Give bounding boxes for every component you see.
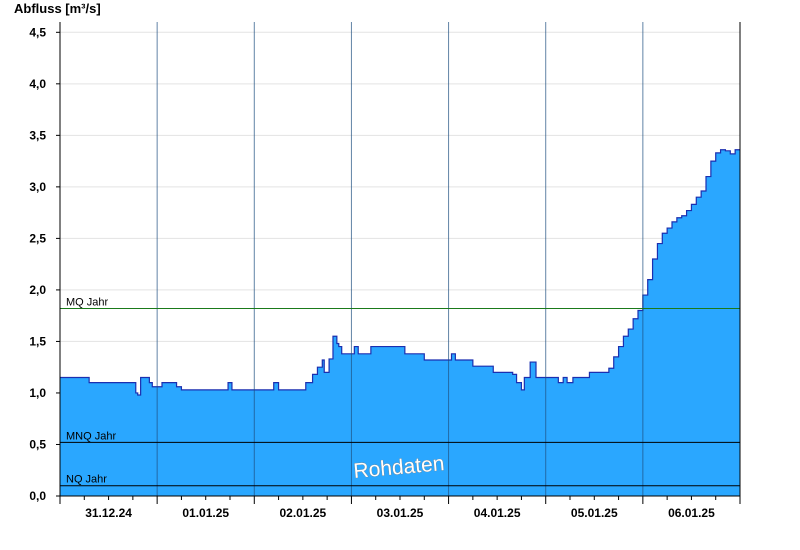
- y-tick-label: 0,0: [29, 489, 46, 503]
- y-tick-label: 4,0: [29, 77, 46, 91]
- y-tick-label: 2,0: [29, 283, 46, 297]
- reference-line-label: NQ Jahr: [66, 474, 107, 486]
- y-axis-title: Abfluss [m³/s]: [14, 1, 101, 16]
- x-tick-label: 06.01.25: [668, 506, 715, 520]
- axes: [56, 22, 741, 504]
- y-tick-label: 3,5: [29, 128, 46, 142]
- x-tick-label: 05.01.25: [571, 506, 618, 520]
- reference-line-label: MQ Jahr: [66, 296, 109, 308]
- series-line: [60, 149, 740, 396]
- series-area: [60, 149, 740, 496]
- x-tick-label: 31.12.24: [85, 506, 132, 520]
- x-tick-label: 04.01.25: [474, 506, 521, 520]
- x-tick-label: 03.01.25: [377, 506, 424, 520]
- x-tick-label: 01.01.25: [182, 506, 229, 520]
- y-tick-label: 0,5: [29, 437, 46, 451]
- y-tick-label: 1,5: [29, 334, 46, 348]
- y-tick-labels: 0,0 0,5 1,0 1,5 2,0 2,5 3,0 3,5 4,0 4,5: [29, 25, 46, 503]
- series-fill: [60, 149, 740, 496]
- reference-lines: MQ Jahr MNQ Jahr NQ Jahr: [60, 296, 740, 487]
- y-tick-label: 4,5: [29, 25, 46, 39]
- reference-line-label: MNQ Jahr: [66, 430, 116, 442]
- day-separator-lines: [156, 22, 644, 496]
- x-tick-label: 02.01.25: [279, 506, 326, 520]
- y-tick-label: 2,5: [29, 231, 46, 245]
- y-tick-label: 3,0: [29, 180, 46, 194]
- x-tick-labels: 31.12.24 01.01.25 02.01.25 03.01.25 04.01.25…: [85, 506, 715, 520]
- y-tick-label: 1,0: [29, 386, 46, 400]
